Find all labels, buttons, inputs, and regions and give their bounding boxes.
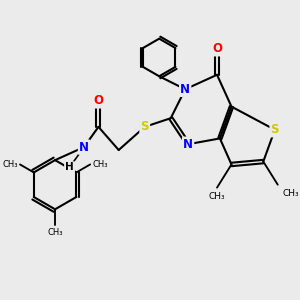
Text: CH₃: CH₃ <box>92 160 108 169</box>
Text: S: S <box>140 120 149 134</box>
Text: O: O <box>94 94 103 107</box>
Text: CH₃: CH₃ <box>209 192 225 201</box>
Text: S: S <box>271 123 279 136</box>
Text: N: N <box>180 83 190 96</box>
Text: N: N <box>183 138 193 151</box>
Text: CH₃: CH₃ <box>47 228 63 237</box>
Text: N: N <box>79 141 89 154</box>
Text: CH₃: CH₃ <box>282 189 299 198</box>
Text: CH₃: CH₃ <box>2 160 18 169</box>
Text: H: H <box>65 162 74 172</box>
Text: O: O <box>212 42 222 55</box>
